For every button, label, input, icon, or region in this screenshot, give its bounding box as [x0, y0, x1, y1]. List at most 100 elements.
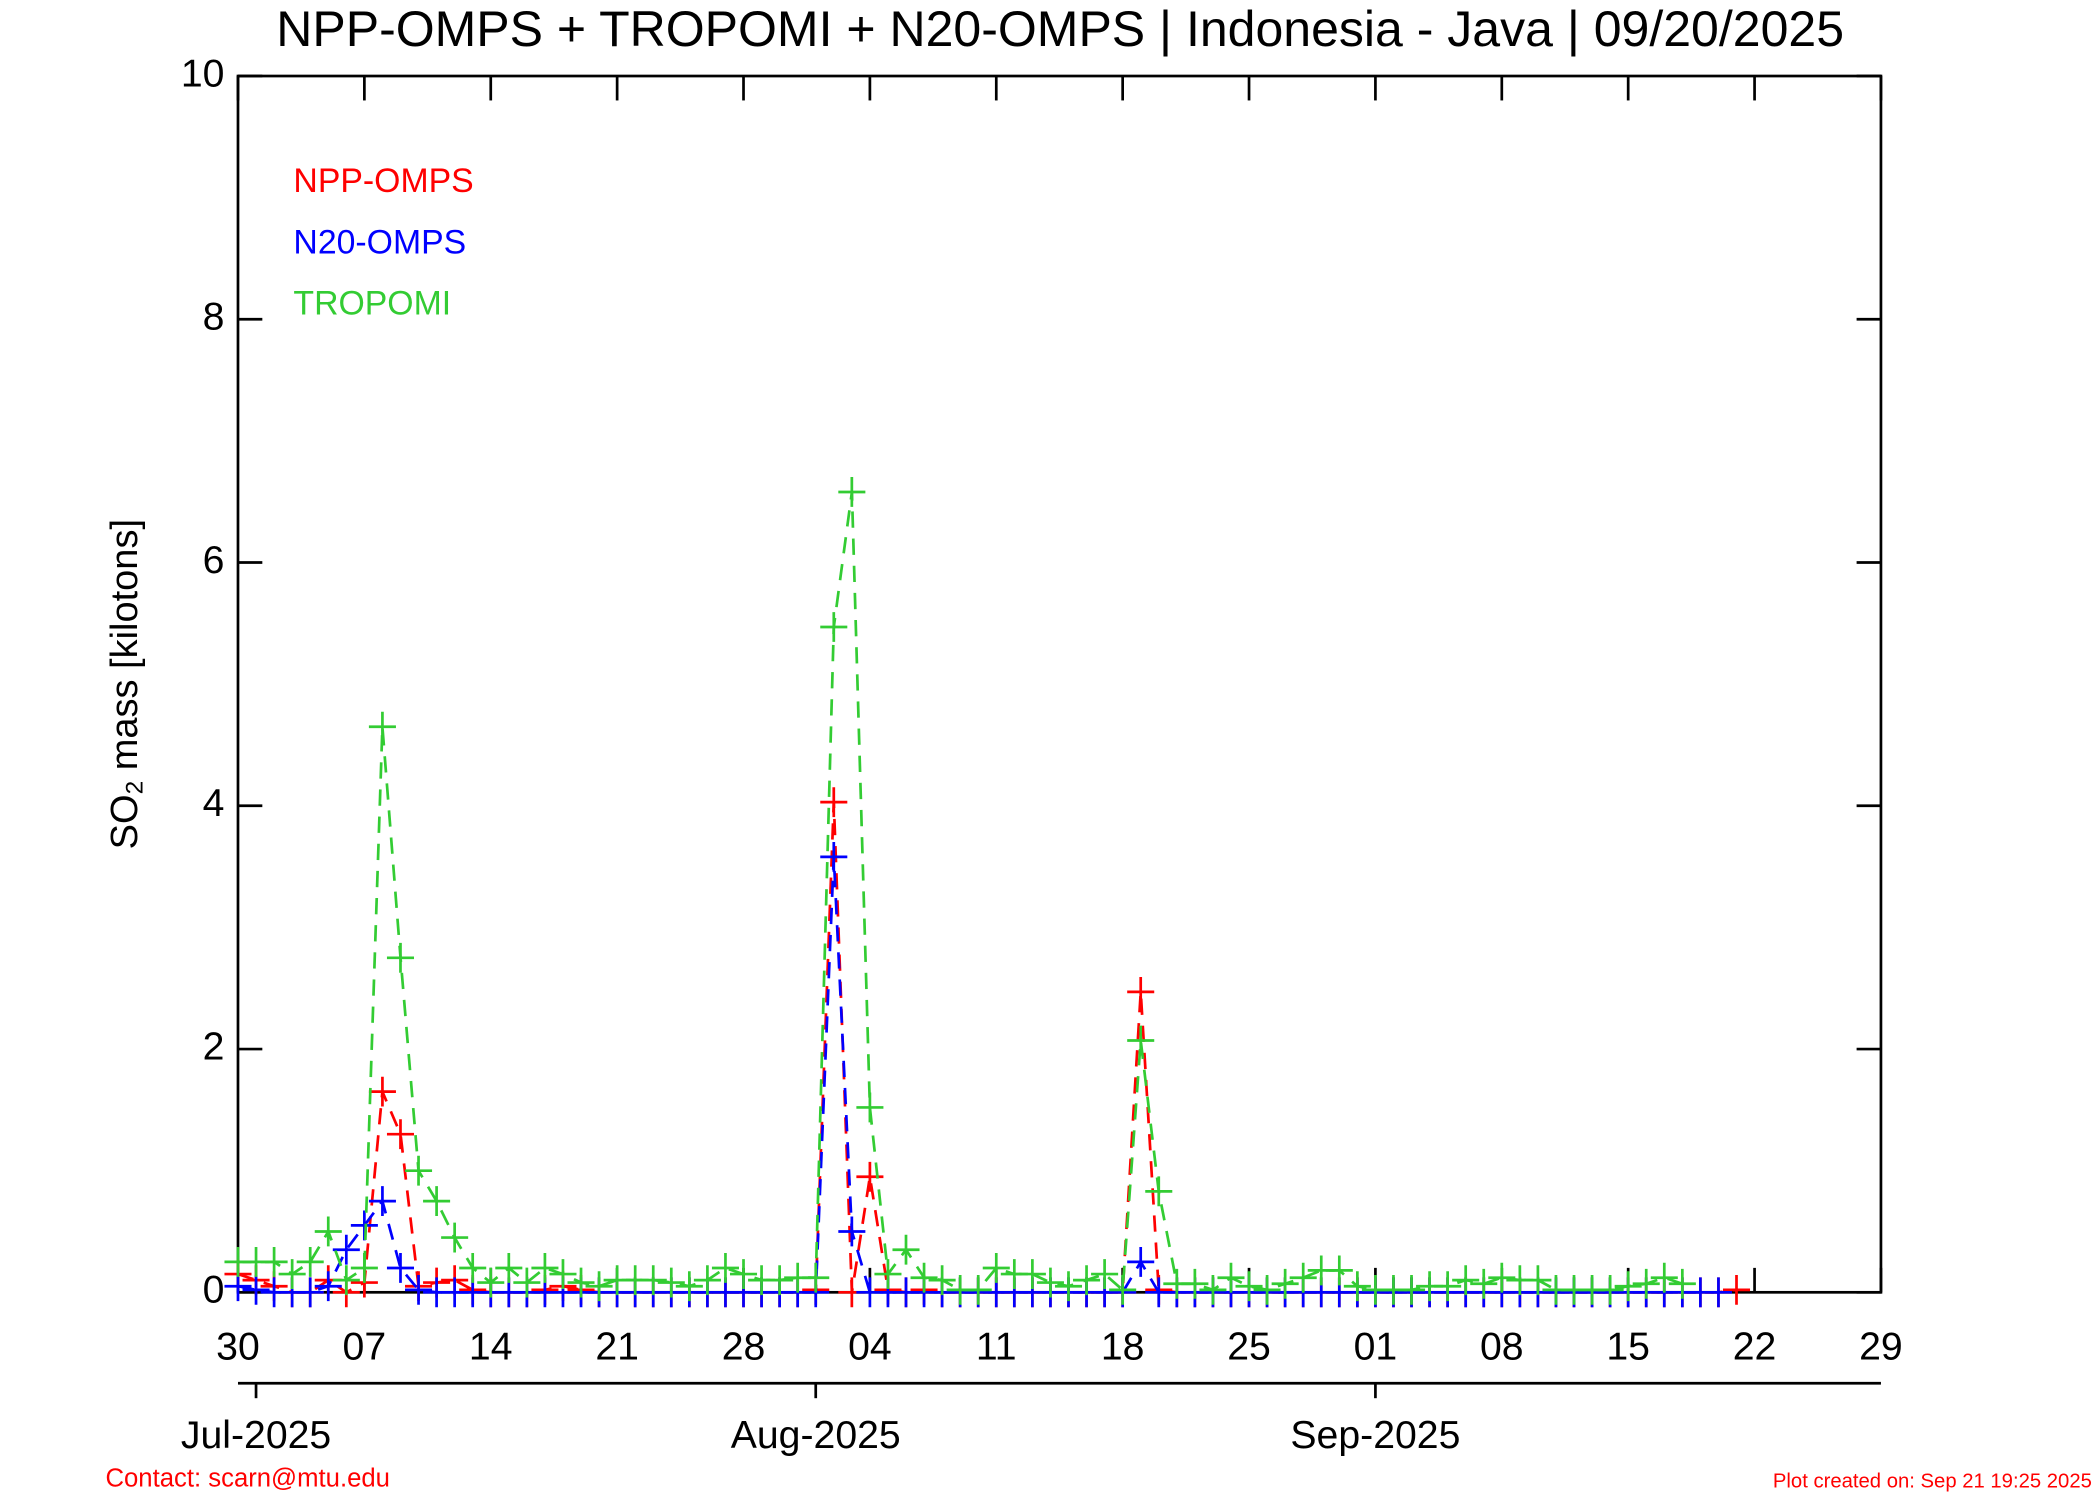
x-tick-label: 01 [1354, 1325, 1398, 1369]
data-point [1253, 1274, 1281, 1305]
y-tick-label: 8 [203, 295, 225, 339]
data-point [856, 1161, 884, 1192]
y-tick-label: 0 [203, 1268, 225, 1312]
data-point [1668, 1268, 1696, 1299]
data-point [928, 1265, 956, 1296]
data-point [1145, 1176, 1173, 1207]
data-point [513, 1267, 541, 1298]
data-point [1289, 1262, 1317, 1293]
x-tick-label: 08 [1480, 1325, 1524, 1369]
data-point [314, 1216, 342, 1247]
data-point [1073, 1265, 1101, 1296]
data-point [1470, 1268, 1498, 1299]
data-point [386, 1119, 415, 1150]
data-point [386, 942, 415, 973]
month-label: Jul-2025 [181, 1413, 331, 1457]
y-label-sub: 2 [122, 781, 149, 795]
x-tick-label: 15 [1606, 1325, 1650, 1369]
data-point [332, 1234, 360, 1265]
data-point [675, 1271, 703, 1302]
x-tick-label: 28 [722, 1325, 766, 1369]
data-point [964, 1274, 992, 1305]
data-point [1488, 1262, 1516, 1293]
data-point [1091, 1259, 1119, 1289]
month-label: Sep-2025 [1290, 1413, 1460, 1457]
data-point [982, 1253, 1010, 1283]
x-tick-label: 21 [595, 1325, 639, 1369]
data-point [1325, 1255, 1353, 1286]
data-point [423, 1186, 451, 1217]
data-point [242, 1274, 270, 1305]
y-label-part: mass [kilotons] [104, 519, 146, 781]
x-tick-label: 30 [216, 1325, 260, 1369]
data-point [657, 1267, 685, 1298]
month-label: Aug-2025 [731, 1413, 901, 1457]
data-point [1722, 1274, 1751, 1305]
data-point [1452, 1265, 1480, 1296]
data-point [350, 1253, 378, 1283]
y-label-part: SO [104, 794, 146, 849]
data-point [1181, 1268, 1209, 1299]
legend-entry: TROPOMI [293, 284, 451, 322]
data-point [1343, 1271, 1371, 1302]
data-point [368, 1076, 396, 1107]
data-point [1524, 1265, 1552, 1296]
data-point [1127, 1025, 1155, 1056]
legend-entry: N20-OMPS [293, 223, 466, 261]
data-point [820, 787, 848, 818]
data-point [1596, 1274, 1624, 1305]
data-point [278, 1259, 306, 1289]
plot-created: Plot created on: Sep 21 19:25 2025 [1773, 1471, 2092, 1493]
data-point [368, 1186, 396, 1217]
data-point [766, 1265, 794, 1296]
x-tick-label: 25 [1227, 1325, 1271, 1369]
data-point [585, 1271, 613, 1302]
data-point [1398, 1274, 1426, 1305]
data-point [260, 1246, 288, 1277]
data-point [729, 1259, 758, 1289]
data-point [874, 1259, 902, 1289]
data-point [838, 477, 866, 507]
x-tick-label: 14 [469, 1325, 513, 1369]
data-point [1235, 1271, 1263, 1302]
data-point [1217, 1262, 1245, 1293]
contact: Contact: scarn@mtu.edu [105, 1464, 389, 1492]
x-tick-label: 11 [976, 1325, 1017, 1369]
data-point [1650, 1262, 1678, 1293]
data-point [386, 1253, 415, 1283]
data-point [314, 1271, 342, 1302]
y-tick-label: 6 [203, 538, 225, 582]
data-point [441, 1222, 469, 1253]
y-tick-label: 10 [181, 51, 225, 95]
data-point [820, 841, 848, 872]
data-point [296, 1277, 324, 1308]
data-point [296, 1246, 324, 1277]
data-point [910, 1262, 938, 1293]
data-point [820, 612, 848, 642]
data-point [405, 1274, 433, 1305]
data-point [332, 1265, 360, 1296]
data-point [693, 1265, 721, 1296]
y-tick-label: 4 [203, 781, 225, 825]
x-tick-label: 22 [1733, 1325, 1777, 1369]
data-point [802, 1262, 830, 1293]
x-tick-label: 04 [848, 1325, 892, 1369]
data-point [711, 1253, 739, 1283]
data-point [1632, 1268, 1660, 1299]
data-point [477, 1267, 505, 1298]
data-point [459, 1253, 487, 1283]
data-point [1054, 1271, 1083, 1302]
data-point [856, 1092, 884, 1123]
data-point [495, 1253, 523, 1283]
data-point [1018, 1259, 1046, 1289]
data-point [1704, 1277, 1732, 1308]
legend-entry: NPP-OMPS [293, 162, 473, 200]
y-tick-label: 2 [203, 1024, 225, 1068]
x-tick-label: 29 [1859, 1325, 1903, 1369]
data-point [1199, 1274, 1227, 1305]
data-point [892, 1234, 920, 1265]
data-point [1127, 976, 1155, 1007]
data-point [838, 1216, 866, 1247]
